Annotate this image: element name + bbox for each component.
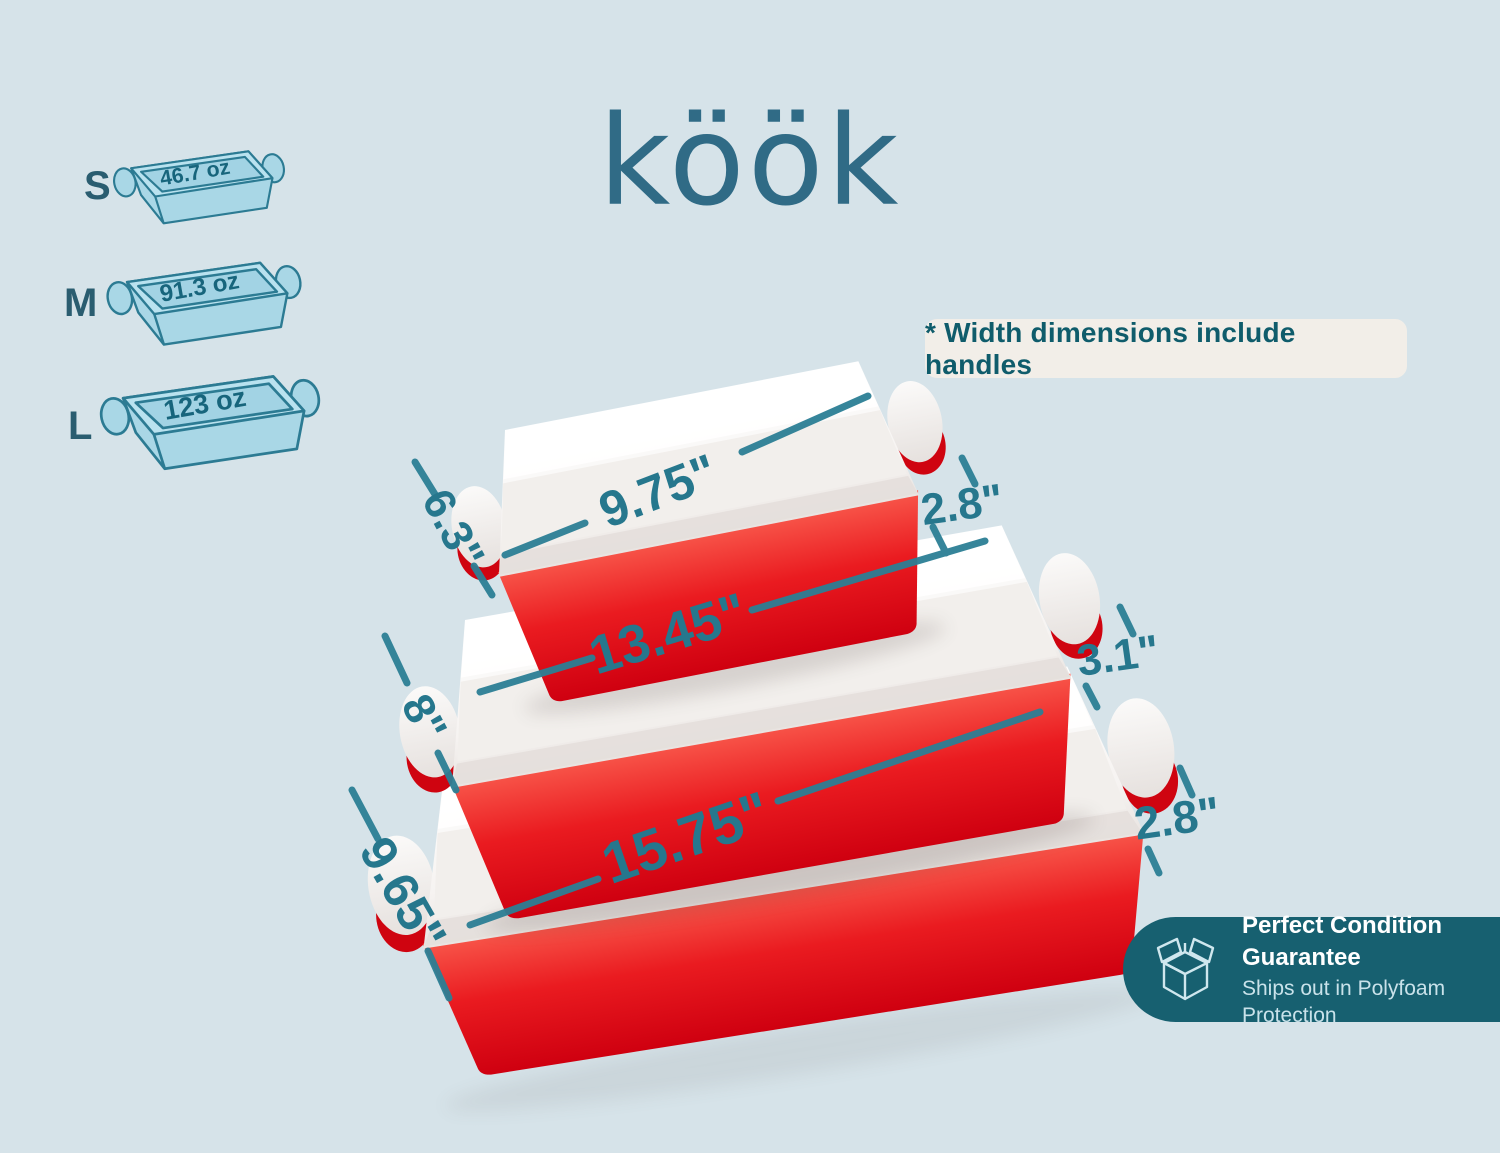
small-width-line-left — [501, 519, 589, 559]
size-label-s: S — [84, 164, 111, 208]
large-width-line-right — [774, 708, 1044, 805]
guarantee-badge: Perfect Condition Guarantee Ships out in… — [1123, 912, 1500, 1027]
medium-height-tick-bottom — [1082, 682, 1101, 711]
dish-small-front-inner-shadow — [499, 475, 918, 575]
size-label-l: L — [68, 404, 93, 448]
width-dimensions-note: * Width dimensions include handles — [925, 317, 1407, 380]
medium-width-line-right — [748, 537, 989, 614]
dish-small-back-wall — [503, 363, 879, 480]
dish-large-right-handle — [1107, 698, 1175, 798]
polyfoam-box-icon — [1156, 937, 1215, 1000]
large-height-label: 2.8" — [1131, 786, 1223, 849]
large-depth-tick-top — [348, 786, 382, 843]
pan-illustration-medium: 91.3 oz — [106, 261, 302, 346]
small-depth-tick-top — [411, 458, 440, 500]
pan-interior — [140, 155, 265, 193]
guarantee-subtitle: Ships out in Polyfoam Protection — [1242, 976, 1446, 1027]
dish-medium-front-inner-shadow — [452, 657, 1071, 786]
large-height-tick-top — [1176, 764, 1196, 799]
medium-height-tick-top — [1116, 603, 1137, 638]
pan-interior — [134, 382, 294, 430]
pan-edge-line — [152, 433, 167, 470]
dish-medium-right-handle — [1038, 553, 1101, 645]
dish-small-red-wall — [497, 490, 919, 702]
pan-illustration-small: 46.7 oz — [113, 150, 285, 225]
dimension-lines — [348, 392, 1196, 1002]
pan-edge-line — [154, 196, 165, 224]
brand-logo: köök — [598, 90, 902, 234]
large-height-tick-bottom — [1144, 845, 1163, 877]
dish-medium-left-handle — [399, 686, 461, 778]
pan-illustration-large: 123 oz — [99, 375, 321, 471]
small-height-tick-top — [958, 454, 979, 488]
dish-large-left-handle — [367, 835, 435, 935]
guarantee-title: Perfect Condition Guarantee — [1242, 911, 1443, 972]
medium-depth-tick-bottom — [434, 749, 460, 794]
medium-width-line-left — [476, 654, 596, 696]
dish-small-left-handle — [451, 486, 507, 568]
size-label-m: M — [64, 281, 98, 325]
large-depth-tick-bottom — [424, 947, 453, 1002]
dish-small-floor — [501, 410, 907, 553]
dish-medium-red-wall — [451, 673, 1071, 919]
dish-small — [451, 361, 946, 702]
dish-small-right-handle — [887, 381, 943, 463]
small-depth-tick-bottom — [470, 562, 496, 599]
small-height-tick-bottom — [929, 523, 950, 557]
medium-depth-tick-top — [381, 632, 411, 687]
pan-interior — [137, 268, 279, 310]
ground-shadow — [444, 988, 1156, 1112]
small-width-line-right — [738, 392, 872, 456]
pan-edge-line — [153, 313, 166, 345]
dish-large-red-wall — [422, 829, 1144, 1075]
small-height-label: 2.8" — [918, 475, 1006, 535]
large-width-line-left — [466, 875, 602, 929]
medium-height-label: 3.1" — [1074, 626, 1162, 686]
